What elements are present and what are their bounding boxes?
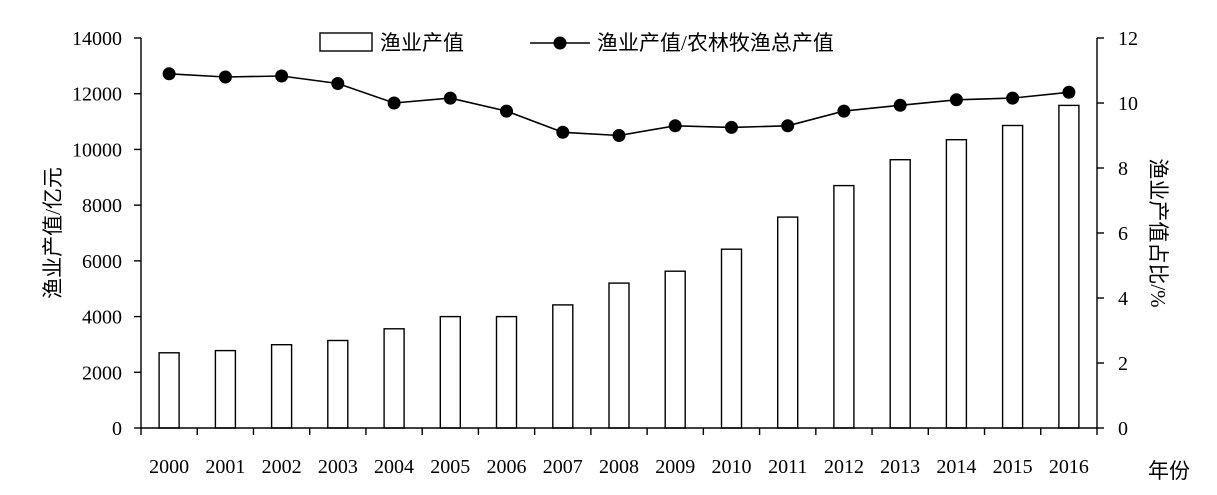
bar-2015 [1001, 124, 1024, 429]
left-tick-label: 10000 [72, 139, 122, 161]
ratio-point-2004 [387, 96, 401, 110]
bar-2011 [777, 216, 799, 429]
ratio-point-2015 [1006, 91, 1020, 105]
ratio-point-2002 [275, 69, 289, 83]
x-tick-label: 2004 [374, 456, 414, 478]
right-tick-label: 4 [1118, 288, 1128, 310]
left-tick-label: 4000 [82, 307, 122, 329]
left-tick-label: 14000 [72, 28, 122, 50]
ratio-point-2008 [612, 129, 626, 142]
x-tick-label: 2007 [543, 456, 583, 478]
ratio-point-2007 [556, 125, 570, 139]
ratio-point-2012 [837, 104, 851, 118]
line-series [162, 67, 1076, 142]
left-tick-label: 0 [112, 418, 122, 440]
ratio-point-2010 [725, 120, 738, 134]
right-tick-label: 10 [1118, 93, 1138, 115]
bar-2001 [214, 349, 237, 429]
legend-line-label: 渔业产值/农林牧渔总产值 [597, 31, 834, 55]
left-tick-label: 12000 [72, 84, 122, 106]
x-tick-label: 2013 [880, 456, 920, 478]
bar-2014 [945, 138, 968, 429]
right-tick-label: 2 [1118, 353, 1128, 375]
x-axis-title: 年份 [1148, 459, 1190, 483]
bar-2013 [889, 158, 911, 429]
ratio-point-2001 [218, 70, 232, 84]
legend-bar-swatch [319, 32, 373, 52]
right-tick-label: 8 [1118, 158, 1128, 180]
bar-2010 [720, 248, 743, 429]
x-tick-label: 2002 [262, 456, 302, 478]
bar-2003 [327, 339, 349, 429]
bar-2002 [270, 344, 293, 429]
left-tick-label: 6000 [82, 251, 122, 273]
ratio-point-2013 [893, 98, 907, 112]
bar-2008 [608, 282, 630, 429]
bar-2006 [495, 315, 518, 429]
x-tick-label: 2001 [205, 456, 245, 478]
x-tick-label: 2016 [1049, 456, 1089, 478]
right-axis-title: 渔业产值占比/% [1146, 158, 1170, 307]
ratio-line [169, 73, 1069, 137]
legend-line-marker [553, 36, 567, 50]
axes: 0 2000 4000 6000 8000 10000 12000 14000 0 2 4 6 8 10 1… [41, 28, 1190, 483]
ratio-point-2014 [949, 93, 963, 107]
ratio-point-2011 [781, 119, 795, 133]
ratio-point-2005 [443, 91, 457, 105]
bar-2007 [552, 304, 574, 429]
x-tick-label: 2010 [711, 456, 751, 478]
right-tick-label: 6 [1118, 223, 1128, 245]
bar-series [158, 104, 1080, 429]
bar-2000 [158, 352, 180, 429]
x-tick-label: 2011 [768, 456, 807, 478]
bar-2004 [383, 328, 405, 429]
bar-2016 [1058, 104, 1080, 429]
x-tick-label: 2005 [430, 456, 470, 478]
x-tick-label: 2003 [318, 456, 358, 478]
x-tick-label: 2006 [487, 456, 527, 478]
ratio-point-2009 [668, 119, 682, 133]
bar-2009 [664, 270, 686, 429]
ratio-point-2000 [162, 67, 176, 81]
ratio-point-2016 [1062, 85, 1076, 99]
legend: 渔业产值 渔业产值/农林牧渔总产值 [319, 31, 834, 55]
x-tick-label: 2015 [993, 456, 1033, 478]
ratio-point-2003 [331, 77, 345, 90]
x-tick-label: 2000 [149, 456, 189, 478]
left-axis-title: 渔业产值/亿元 [41, 167, 65, 299]
right-tick-label: 12 [1118, 28, 1138, 50]
bar-2012 [833, 184, 855, 429]
bar-2005 [439, 315, 461, 429]
ratio-point-2006 [500, 104, 513, 118]
x-tick-label: 2012 [824, 456, 864, 478]
right-tick-label: 0 [1118, 418, 1128, 440]
x-tick-label: 2009 [655, 456, 695, 478]
x-tick-label: 2014 [936, 456, 976, 478]
x-tick-label: 2008 [599, 456, 639, 478]
legend-bar-label: 渔业产值 [380, 31, 464, 55]
left-tick-label: 2000 [82, 362, 122, 384]
left-tick-label: 8000 [82, 195, 122, 217]
